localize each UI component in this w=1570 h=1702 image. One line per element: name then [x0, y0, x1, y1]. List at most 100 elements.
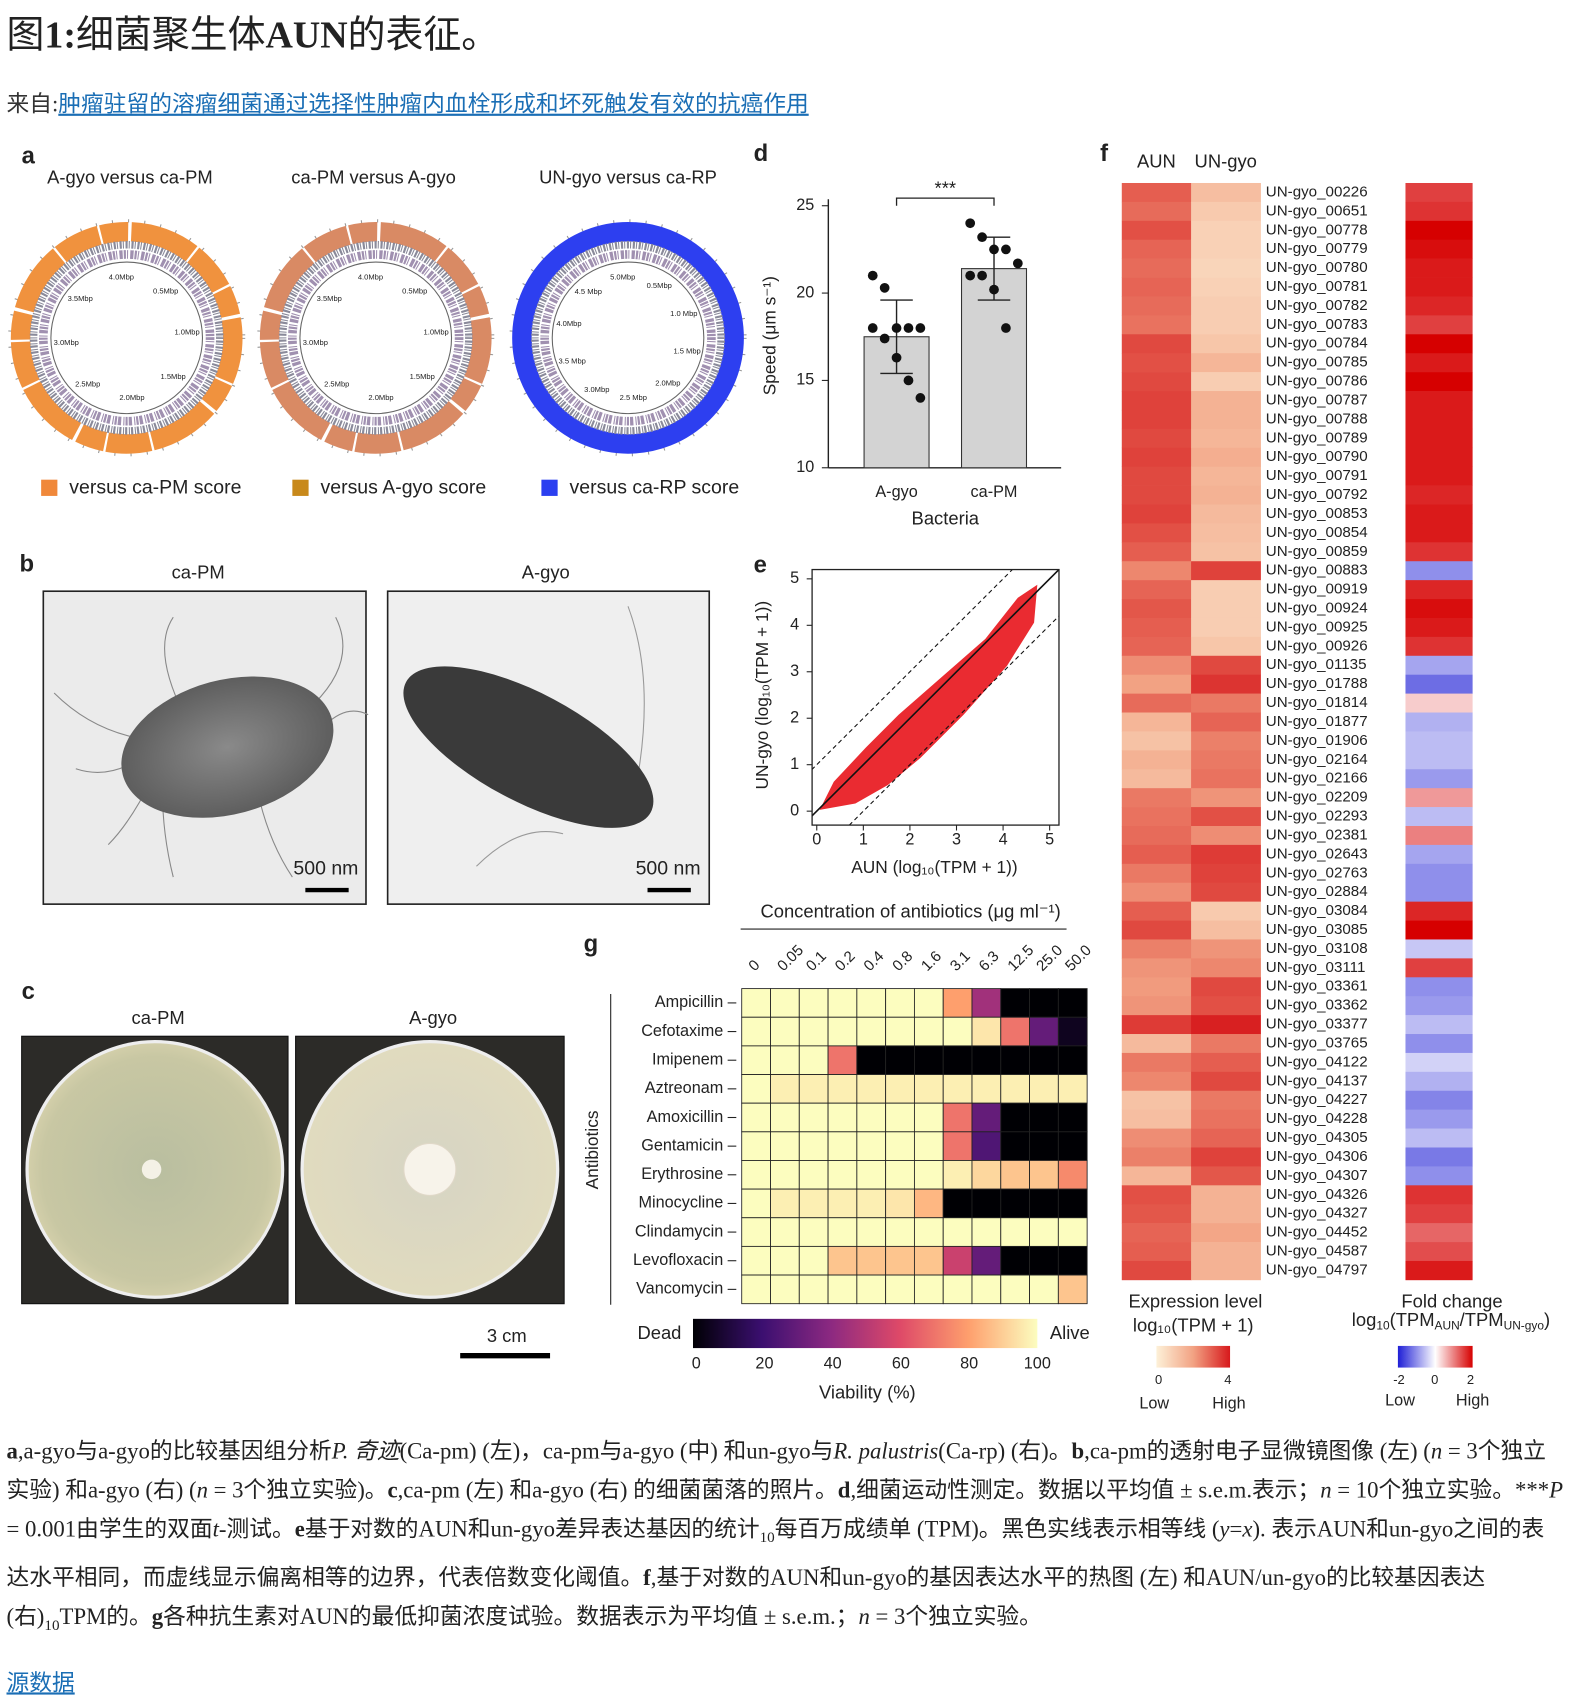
- colorbar-tick-label: 20: [755, 1355, 773, 1373]
- fold-cell: [1405, 825, 1473, 846]
- heatmap-cell: [1000, 1131, 1030, 1161]
- caption-part: d: [837, 1476, 851, 1503]
- y-tick-label: 2: [790, 709, 799, 727]
- heatmap-cell: [1191, 1109, 1261, 1129]
- data-point: [1001, 323, 1011, 333]
- heatmap-cell: [1121, 334, 1192, 354]
- ring-label: 1.0Mbp: [174, 328, 199, 337]
- legend-swatch: [541, 479, 558, 496]
- column-label: 50.0: [1062, 942, 1095, 975]
- gene-label: UN-gyo_03362: [1266, 997, 1368, 1014]
- heatmap-cell: [741, 1217, 771, 1247]
- gene-label: UN-gyo_02293: [1266, 808, 1368, 825]
- column-label: 0.1: [803, 948, 830, 975]
- caption-part: P. 奇迹: [331, 1437, 400, 1464]
- ring-label: 5.0Mbp: [610, 272, 635, 281]
- caption-part: 10: [44, 1618, 60, 1635]
- gene-label: UN-gyo_04227: [1266, 1091, 1368, 1108]
- heatmap-cell: [1121, 447, 1192, 467]
- heatmap-cell: [1191, 1128, 1261, 1148]
- heatmap-cell: [971, 1131, 1002, 1161]
- heatmap-cell: [1057, 1074, 1088, 1104]
- heatmap-cell: [1191, 769, 1261, 789]
- caption-part: g: [151, 1603, 164, 1630]
- heatmap-cell: [1191, 636, 1261, 657]
- label-part: log: [1352, 1309, 1377, 1330]
- colorbar-tick-label: 60: [892, 1355, 910, 1373]
- heatmap-cell: [1121, 996, 1192, 1016]
- heatmap-cell: [913, 1245, 944, 1276]
- heatmap-cell: [1057, 988, 1088, 1018]
- ring-label: 3.0Mbp: [584, 385, 609, 394]
- heatmap-cell: [798, 1274, 829, 1305]
- heatmap-cell: [885, 988, 915, 1018]
- column-label: 12.5: [1004, 942, 1037, 975]
- heatmap-cell: [827, 1045, 858, 1075]
- axis-title: Concentration of antibiotics (μg ml⁻¹): [760, 901, 1060, 922]
- heatmap-cell: [1121, 201, 1192, 222]
- legend-label: versus ca-PM score: [69, 476, 241, 498]
- caption-part: TPM的。: [59, 1603, 152, 1630]
- heatmap-cell: [1029, 1131, 1059, 1161]
- gene-label: UN-gyo_02381: [1266, 826, 1368, 843]
- gene-label: UN-gyo_00925: [1266, 618, 1368, 635]
- gene-label: UN-gyo_01877: [1266, 713, 1368, 730]
- ring-label: 1.5 Mbp: [673, 346, 700, 355]
- fold-cell: [1405, 769, 1473, 789]
- flagella: [53, 616, 369, 878]
- row-label: Levofloxacin: [633, 1251, 723, 1269]
- gene-label: UN-gyo_04452: [1266, 1224, 1368, 1241]
- heatmap-cell: [913, 988, 944, 1018]
- fold-cell: [1405, 1071, 1473, 1092]
- gene-label: UN-gyo_02763: [1266, 864, 1368, 881]
- gene-label: UN-gyo_04797: [1266, 1261, 1368, 1278]
- heatmap-cell: [1121, 466, 1192, 486]
- heatmap-cell: [1191, 750, 1261, 770]
- heatmap-cell: [1121, 844, 1192, 865]
- heatmap-cell: [856, 1016, 887, 1047]
- data-point: [903, 375, 914, 386]
- heatmap-cell: [1121, 863, 1192, 884]
- fold-cell: [1405, 409, 1473, 430]
- heatmap-cell: [770, 1102, 800, 1133]
- fold-cell: [1405, 1090, 1473, 1110]
- source-link[interactable]: 肿瘤驻留的溶瘤细菌通过选择性肿瘤内血栓形成和坏死触发有效的抗癌作用: [58, 90, 809, 117]
- heatmap-cell: [1191, 353, 1261, 373]
- source-data-link[interactable]: 源数据: [6, 1669, 75, 1696]
- heatmap-cell: [1121, 617, 1192, 638]
- fold-cell: [1405, 315, 1473, 335]
- inner-ring: [299, 261, 453, 415]
- heatmap-cell: [1191, 958, 1261, 978]
- heatmap-cell: [942, 1131, 973, 1161]
- heatmap-cell: [1191, 542, 1261, 562]
- column-label: 0.8: [889, 948, 916, 975]
- ring-label: 1.5Mbp: [410, 372, 435, 381]
- row-label: Aztreonam: [645, 1079, 724, 1097]
- ring-label: 0.5Mbp: [647, 281, 672, 290]
- heatmap-cell: [1191, 1034, 1261, 1054]
- y-tick-label: 20: [796, 283, 814, 301]
- colorbar-low: Low: [1139, 1395, 1169, 1413]
- heatmap-cell: [971, 988, 1002, 1018]
- fold-cell: [1405, 996, 1473, 1016]
- ring-label: 2.0Mbp: [655, 379, 680, 388]
- heatmap-cell: [1191, 1260, 1261, 1281]
- row-label: Clindamycin: [635, 1222, 723, 1240]
- heatmap-cell: [798, 1102, 829, 1133]
- gene-label: UN-gyo_00786: [1266, 373, 1368, 390]
- heatmap-cell: [1121, 1128, 1192, 1148]
- fold-cell: [1405, 674, 1473, 694]
- heatmap-cell: [798, 1188, 829, 1219]
- y-tick-label: 10: [796, 458, 814, 476]
- gene-label: UN-gyo_04306: [1266, 1148, 1368, 1165]
- data-point: [915, 323, 926, 333]
- x-tick-label: 2: [905, 831, 914, 849]
- ring-label: 3.5 Mbp: [559, 357, 586, 366]
- data-point: [903, 323, 914, 333]
- gene-ring: [278, 240, 473, 435]
- legend-swatch: [41, 479, 58, 496]
- heatmap-cell: [1121, 315, 1192, 335]
- row-label: Minocycline: [638, 1194, 723, 1212]
- colorbar-title: Expression level: [1128, 1290, 1262, 1311]
